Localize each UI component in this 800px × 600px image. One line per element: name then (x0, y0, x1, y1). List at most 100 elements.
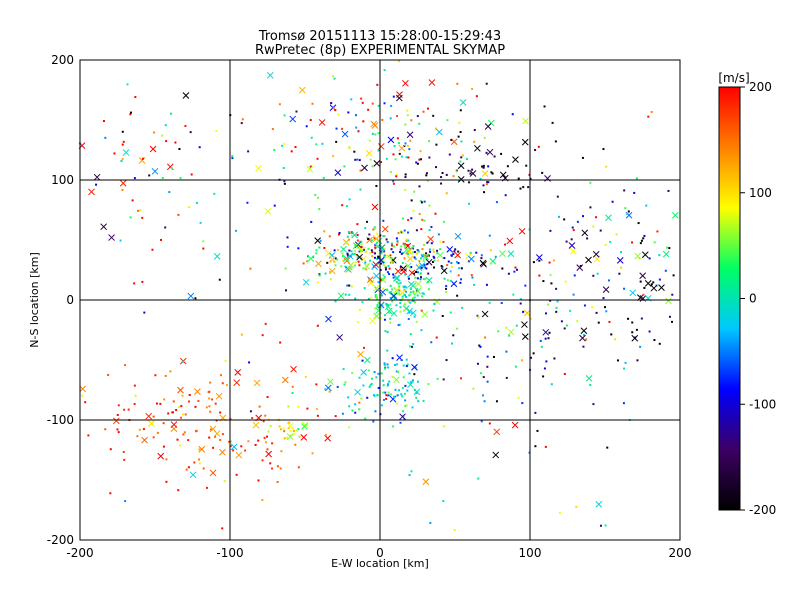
data-point (495, 201, 498, 204)
data-point (385, 397, 388, 400)
data-point (310, 220, 313, 223)
data-point (377, 386, 380, 389)
data-point (283, 437, 286, 440)
data-point (527, 186, 530, 189)
data-point (388, 380, 391, 383)
data-point (381, 118, 384, 121)
data-point (437, 233, 440, 236)
data-point (405, 365, 408, 368)
data-point (325, 433, 328, 436)
y-axis-label: N-S location [km] (28, 252, 41, 348)
data-point (279, 467, 282, 470)
data-point (550, 282, 553, 285)
data-point (231, 157, 234, 160)
data-point (161, 134, 164, 137)
data-point (421, 248, 424, 251)
data-point (360, 97, 363, 100)
data-point (602, 297, 605, 300)
data-point (418, 122, 421, 125)
data-point (418, 185, 421, 188)
data-point (421, 255, 424, 258)
data-point (447, 260, 450, 263)
data-point (543, 105, 546, 108)
data-point (404, 173, 407, 176)
data-point (171, 411, 174, 414)
data-point (411, 406, 414, 409)
points-layer (78, 60, 679, 532)
data-point (616, 359, 619, 362)
data-point (382, 398, 385, 401)
data-point (458, 121, 461, 124)
data-point (373, 371, 376, 374)
data-point (361, 250, 364, 253)
data-point (141, 157, 144, 160)
data-point-cross (328, 267, 336, 275)
data-point (442, 425, 445, 428)
data-point-cross (189, 471, 197, 479)
data-point (415, 161, 418, 164)
data-point-cross (363, 262, 371, 270)
data-point (473, 140, 476, 143)
data-point (422, 110, 425, 113)
data-point (199, 221, 202, 224)
data-point (416, 380, 419, 383)
data-point (640, 317, 643, 320)
data-point (413, 256, 416, 259)
data-point (346, 254, 349, 257)
data-point (387, 304, 390, 307)
data-point (405, 290, 408, 293)
data-point (309, 165, 312, 168)
data-point-cross (393, 286, 401, 294)
data-point (249, 410, 252, 413)
data-point (332, 155, 335, 158)
data-point (483, 400, 486, 403)
data-point (488, 234, 491, 237)
data-point (129, 113, 132, 116)
colorbar-tick-label: 0 (749, 292, 757, 306)
data-point (555, 287, 558, 290)
data-point (119, 239, 122, 242)
data-point (214, 435, 217, 438)
data-point (469, 251, 472, 254)
data-point (356, 223, 359, 226)
data-point (387, 391, 390, 394)
data-point (246, 201, 249, 204)
data-point (432, 248, 435, 251)
data-point (405, 286, 408, 289)
data-point (208, 436, 211, 439)
data-point (257, 479, 260, 482)
data-point (336, 385, 339, 388)
data-point-cross (384, 303, 392, 311)
data-point (363, 346, 366, 349)
data-point (553, 357, 556, 360)
data-point-cross (325, 250, 332, 257)
data-point (652, 281, 655, 284)
data-point-cross (122, 149, 130, 156)
data-point (330, 102, 333, 105)
data-point (519, 187, 522, 190)
data-point-cross (602, 286, 610, 293)
data-point (440, 176, 443, 179)
x-tick-label: 100 (519, 546, 542, 560)
data-point (529, 317, 532, 320)
data-point-cross (440, 267, 448, 275)
data-point (421, 292, 424, 295)
data-point (528, 173, 531, 176)
data-point (240, 445, 243, 448)
data-point (453, 529, 456, 532)
data-point (219, 411, 222, 414)
data-point (369, 158, 372, 161)
data-point (452, 334, 455, 337)
data-point (218, 278, 221, 281)
data-point (582, 345, 585, 348)
data-point (341, 127, 344, 130)
data-point (231, 155, 234, 158)
data-point (137, 209, 140, 212)
data-point (409, 345, 412, 348)
data-point-cross (119, 179, 127, 187)
data-point (297, 428, 300, 431)
colorbar-ticks: -200 -100 0 100 200 (740, 80, 776, 517)
data-point (515, 268, 518, 271)
data-point (411, 379, 414, 382)
data-point (316, 408, 319, 411)
